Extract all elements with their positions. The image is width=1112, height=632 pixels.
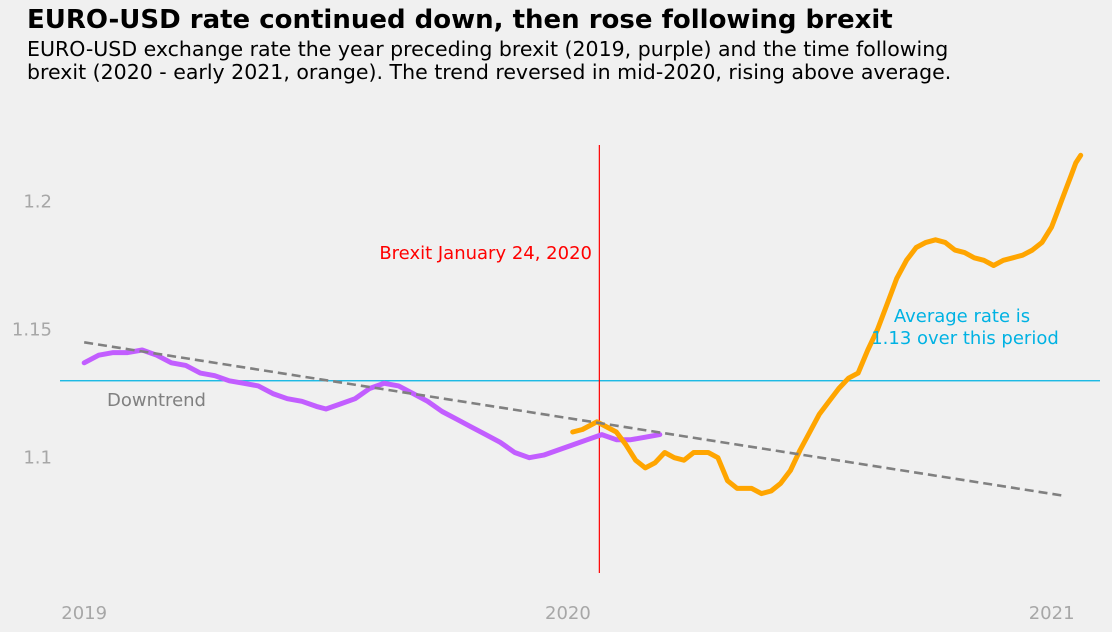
y-tick-label: 1.15 [12,320,52,341]
chart-subtitle: EURO-USD exchange rate the year precedin… [27,37,952,84]
average-annotation-line-2: 1.13 over this period [871,328,1059,349]
downtrend-annotation: Downtrend [107,390,206,411]
average-annotation-line-1: Average rate is [894,306,1030,327]
reference-lines [60,145,1100,573]
x-tick-label: 2020 [545,603,591,624]
x-tick-label: 2019 [61,603,107,624]
brexit-annotation: Brexit January 24, 2020 [379,243,592,264]
series-line-2 [570,152,1084,497]
x-tick-label: 2021 [1029,603,1075,624]
trend-line [83,341,1067,498]
y-tick-label: 1.1 [23,448,52,469]
chart-title: EURO-USD rate continued down, then rose … [27,5,893,35]
axis-ticks: 1.1 1.15 1.2 2019 2020 2021 [12,191,1075,624]
y-tick-label: 1.2 [23,191,52,212]
series-lines [81,152,1084,498]
series-line-1 [81,347,663,461]
annotations: Brexit January 24, 2020 Average rate is … [107,243,1059,411]
